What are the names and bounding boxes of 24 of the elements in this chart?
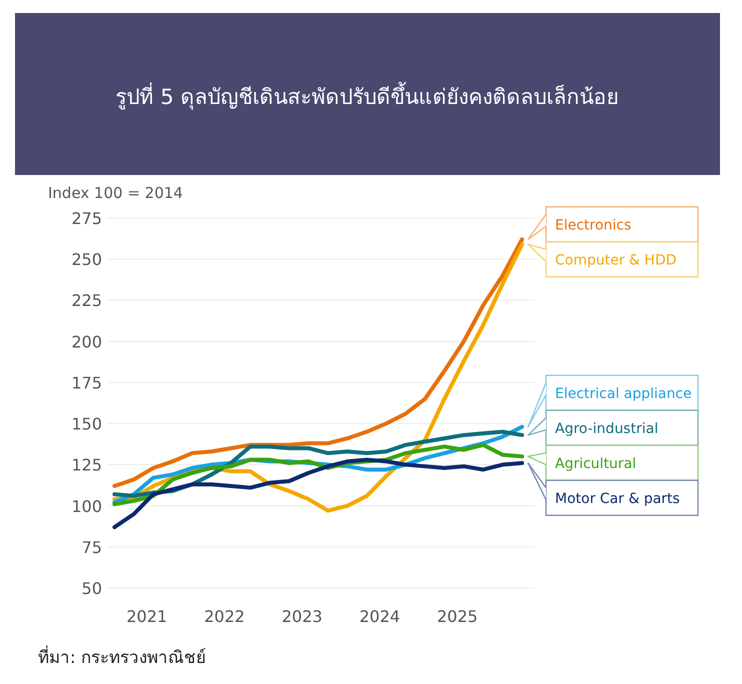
text: ที่มา: กระทรวงพาณิชย์ — [38, 645, 206, 668]
x-tick-label: 2024 — [359, 607, 400, 626]
y-tick-label: 100 — [71, 496, 102, 516]
y-tick-label: 75 — [82, 538, 102, 557]
x-tick-label: 2025 — [437, 607, 478, 626]
y-tick-label: 200 — [71, 332, 102, 352]
y-axis-title: Index 100 = 2014 — [48, 184, 183, 202]
y-tick-label: 125 — [71, 456, 102, 475]
chart-title: รูปที่ 5 ดุลบัญชีเดินสะพัดปรับดีขึ้นแต่ยังคงติดลบเล็กน้อย — [116, 82, 618, 110]
text: Electrical appliance — [555, 386, 692, 402]
y-tick-label: 50 — [82, 579, 102, 598]
y-tick-label: 250 — [71, 250, 102, 270]
y-tick-label: 150 — [71, 414, 102, 434]
text: Electronics — [555, 217, 632, 234]
text: Agricultural — [555, 456, 636, 472]
x-tick-label: 2022 — [204, 607, 245, 626]
y-tick-label: 175 — [71, 373, 102, 392]
text: Motor Car & parts — [555, 490, 680, 507]
y-tick-label: 275 — [71, 209, 102, 228]
text: Computer & HDD — [555, 252, 677, 268]
text: Agro-industrial — [555, 420, 658, 437]
x-tick-label: 2021 — [126, 607, 168, 626]
y-tick-label: 225 — [71, 291, 102, 310]
x-tick-label: 2023 — [282, 607, 322, 626]
